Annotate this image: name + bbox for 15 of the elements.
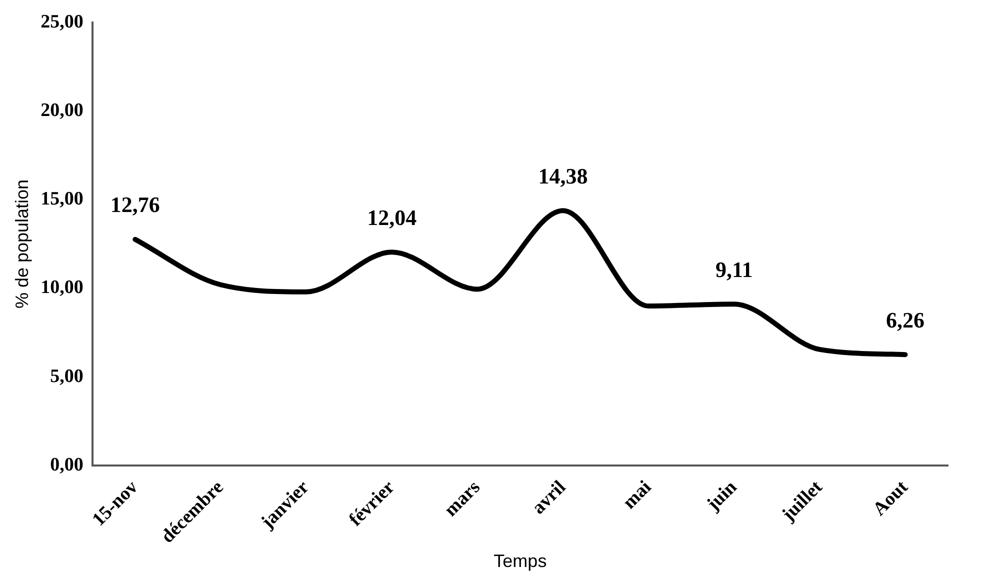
x-tick-label: mai (619, 476, 656, 514)
data-label: 12,04 (367, 204, 417, 230)
y-tick-label: 20,00 (40, 100, 84, 121)
y-tick-label: 25,00 (40, 11, 84, 32)
data-label: 9,11 (715, 256, 753, 282)
data-label: 12,76 (110, 192, 160, 218)
y-tick-label: 15,00 (40, 188, 84, 210)
x-tick-label: juin (702, 476, 742, 516)
y-axis-title: % de population (12, 179, 32, 309)
x-axis-title: Temps (494, 551, 547, 572)
data-label: 6,26 (886, 307, 924, 332)
data-label: 14,38 (538, 163, 588, 188)
y-tick-label: 10,00 (40, 277, 84, 298)
y-tick-label: 5,00 (50, 366, 84, 387)
y-tick-label: 0,00 (50, 454, 84, 476)
